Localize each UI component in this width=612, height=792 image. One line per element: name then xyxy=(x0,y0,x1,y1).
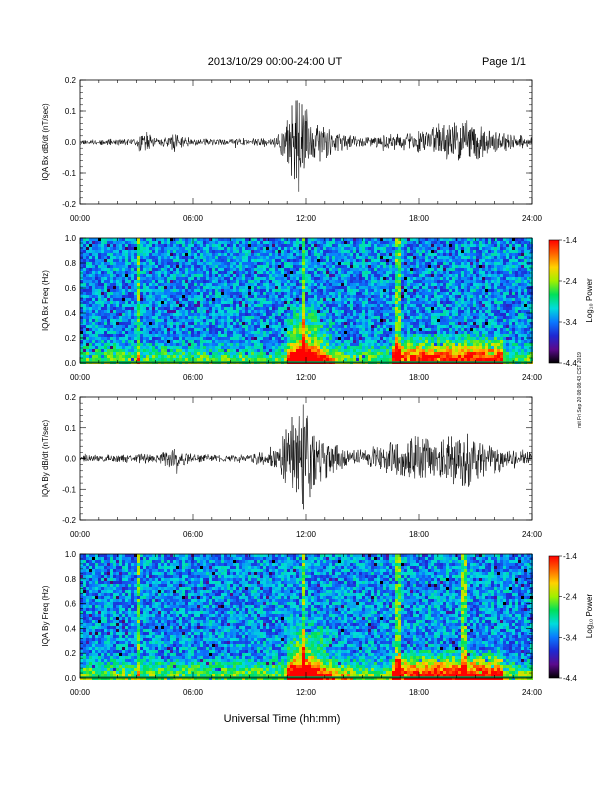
x-tick-label: 00:00 xyxy=(70,688,91,697)
figure-header-page: Page 1/1 xyxy=(482,56,526,68)
colorbar xyxy=(548,239,560,364)
x-tick-label: 00:00 xyxy=(70,373,91,382)
by-spectrogram-panel: -1.4 -2.4 -3.4 -4.4 Log₁₀ Power 00:00 06:00 12:… xyxy=(41,550,594,697)
by-dbdt-panel: 00:00 06:00 12:00 18:00 24:00 0.2 0.1 0.0 -0.1 -0… xyxy=(41,393,543,539)
y-tick-label: 0.2 xyxy=(65,393,77,402)
colorbar-label: Log₁₀ Power xyxy=(585,594,594,639)
x-tick-label: 06:00 xyxy=(183,214,204,223)
y-axis-label: IQA By dB/dt (nT/sec) xyxy=(41,419,50,497)
dbdt-trace xyxy=(79,100,533,192)
colorbar-tick-label: -1.4 xyxy=(563,236,577,245)
y-tick-label: 0.8 xyxy=(65,575,77,584)
dbdt-trace xyxy=(79,404,533,510)
y-tick-label: 1.0 xyxy=(65,234,77,243)
x-tick-label: 24:00 xyxy=(522,688,543,697)
y-axis-label: IQA Bx Freq (Hz) xyxy=(41,270,50,331)
x-tick-label: 06:00 xyxy=(183,688,204,697)
colorbar-label: Log₁₀ Power xyxy=(585,278,594,323)
y-tick-label: 0.0 xyxy=(65,455,77,464)
figure-header-date: 2013/10/29 00:00-24:00 UT xyxy=(208,56,343,68)
x-tick-label: 12:00 xyxy=(296,688,317,697)
x-tick-label: 00:00 xyxy=(70,530,91,539)
x-tick-label: 18:00 xyxy=(409,214,430,223)
y-tick-label: -0.1 xyxy=(62,485,76,494)
x-tick-label: 18:00 xyxy=(409,373,430,382)
y-tick-label: -0.1 xyxy=(62,169,76,178)
y-axis-label: IQA Bx dB/dt (nT/sec) xyxy=(41,103,50,181)
colorbar-tick-label: -2.4 xyxy=(563,277,577,286)
y-tick-label: 0.1 xyxy=(65,424,77,433)
y-tick-label: 0.0 xyxy=(65,674,77,683)
colorbar-tick-label: -4.4 xyxy=(563,674,577,683)
x-tick-label: 18:00 xyxy=(409,530,430,539)
y-tick-label: 0.6 xyxy=(65,284,77,293)
x-tick-label: 24:00 xyxy=(522,373,543,382)
bx-dbdt-panel: 00:00 06:00 12:00 18:00 24:00 0.2 0.1 0.0 -0.1 -0… xyxy=(41,76,543,223)
y-tick-label: 0.4 xyxy=(65,624,77,633)
x-tick-label: 06:00 xyxy=(183,530,204,539)
y-tick-label: 0.2 xyxy=(65,649,77,658)
x-axis-title: Universal Time (hh:mm) xyxy=(224,713,341,725)
y-tick-label: 0.2 xyxy=(65,76,77,85)
x-tick-label: 12:00 xyxy=(296,373,317,382)
colorbar-tick-label: -1.4 xyxy=(563,552,577,561)
colorbar-tick-label: -3.4 xyxy=(563,318,577,327)
x-tick-label: 00:00 xyxy=(70,214,91,223)
y-tick-label: 0.0 xyxy=(65,359,77,368)
bx-spectrogram-panel: -1.4 -2.4 -3.4 -4.4 Log₁₀ Power 00:00 06:00 12:… xyxy=(41,234,594,382)
side-timestamp-note: mit Fri Sep 20 08:08:43 CST 2019 xyxy=(577,352,583,428)
spectrogram-cells xyxy=(80,554,533,680)
x-tick-label: 12:00 xyxy=(296,214,317,223)
y-tick-label: -0.2 xyxy=(62,200,76,209)
colorbar-tick-label: -4.4 xyxy=(563,359,577,368)
x-tick-label: 18:00 xyxy=(409,688,430,697)
colorbar-tick-label: -3.4 xyxy=(563,633,577,642)
y-tick-label: 0.1 xyxy=(65,107,77,116)
x-tick-label: 24:00 xyxy=(522,530,543,539)
colorbar-tick-label: -2.4 xyxy=(563,593,577,602)
y-axis-label: IQA By Freq (Hz) xyxy=(41,585,50,646)
x-tick-label: 06:00 xyxy=(183,373,204,382)
x-tick-label: 12:00 xyxy=(296,530,317,539)
y-tick-label: 0.4 xyxy=(65,309,77,318)
x-tick-label: 24:00 xyxy=(522,214,543,223)
y-tick-label: 0.8 xyxy=(65,259,77,268)
y-tick-label: 0.2 xyxy=(65,334,77,343)
y-tick-label: 1.0 xyxy=(65,550,77,559)
y-tick-label: 0.6 xyxy=(65,600,77,609)
colorbar xyxy=(548,555,560,679)
spectrogram-cells xyxy=(80,238,533,364)
y-tick-label: 0.0 xyxy=(65,138,77,147)
y-tick-label: -0.2 xyxy=(62,516,76,525)
